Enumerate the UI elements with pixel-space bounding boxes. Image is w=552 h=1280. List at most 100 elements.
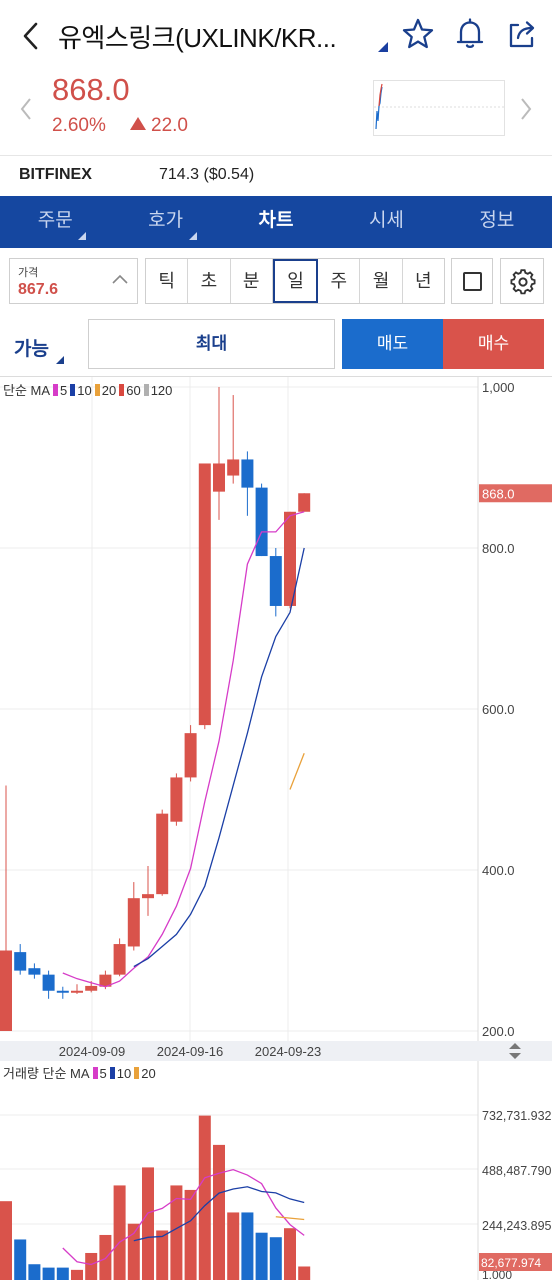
tab-bar: 주문 호가 차트 시세 정보 [0,196,552,248]
volume-bar [127,1223,140,1280]
page-title[interactable]: 유엑스링크(UXLINK/KR... [58,23,337,53]
legend-swatch [94,384,100,396]
volume-bar [198,1115,211,1280]
ma-legend: 단순 MA 5 10 20 60 120 [3,380,172,399]
volume-bar [28,1264,41,1280]
candle-body [170,777,183,822]
candle-body [213,463,225,492]
price-value: 867.6 [18,281,59,298]
x-tick-label: 2024-09-23 [255,1044,322,1059]
candle-body [284,511,296,606]
available-selector[interactable]: 가능 [14,339,49,360]
volume-bar [71,1269,83,1280]
tab-caret-icon [78,232,87,240]
legend-item: 10 [77,383,92,398]
volume-bar [284,1228,296,1280]
candle-body [269,556,282,606]
checkbox-square-icon [463,272,482,291]
candle-body [184,733,197,778]
volume-bar [213,1144,225,1280]
period-month[interactable]: 월 [360,259,403,303]
tab-order[interactable]: 주문 [0,196,110,248]
checkbox-button[interactable] [451,258,493,304]
change-value: 22.0 [151,115,188,136]
chevron-up-icon [112,274,128,284]
volume-bar [255,1232,268,1280]
current-price-tag [479,484,552,503]
exchange-price: 714.3 ($0.54) [159,166,255,183]
candle-body [14,952,27,971]
volume-bar [0,1201,12,1280]
legend-item: 20 [101,383,117,398]
header: 유엑스링크(UXLINK/KR... [0,0,552,72]
volume-bar [142,1167,154,1280]
mini-chart[interactable] [373,80,505,136]
candle-body [56,990,69,993]
candle-body [198,463,211,726]
legend-label: 단순 MA [3,383,51,398]
title-dropdown-caret-icon[interactable] [378,42,388,52]
price-selector[interactable]: 가격 867.6 [9,258,138,304]
y-tick-label: 1,000 [482,380,515,395]
vol-ma5-line [62,1168,305,1266]
buy-button[interactable]: 매수 [443,319,544,369]
available-caret-icon [56,356,64,364]
period-day[interactable]: 일 [272,259,319,303]
exchange-name: BITFINEX [19,166,92,183]
tab-chart[interactable]: 차트 [258,210,294,231]
volume-bar [99,1234,112,1280]
next-coin-chevron-icon[interactable] [518,96,534,122]
settings-button[interactable] [500,258,544,304]
candle-body [241,459,254,488]
triangle-up-icon [130,117,146,130]
y-tick-label: 600.0 [482,702,515,717]
legend-item: 20 [141,1066,156,1081]
ma5-line [62,511,305,988]
period-minute[interactable]: 분 [231,259,273,303]
volume-bar [184,1189,197,1280]
legend-swatch [109,1067,115,1079]
vol-ma10-line [133,1186,305,1242]
legend-swatch [134,1067,140,1079]
tab-info[interactable]: 정보 [479,210,515,231]
current-volume-tag [479,1253,552,1271]
legend-swatch [70,384,76,396]
gear-icon [510,269,536,295]
candle-body [255,487,268,557]
legend-item: 120 [150,383,173,398]
legend-swatch [143,384,149,396]
vol-ma20-line [275,1216,305,1221]
volume-bar [14,1239,27,1280]
vol-y-tick-label: 488,487.790 [482,1164,552,1178]
tab-orderbook[interactable]: 호가 [110,196,220,248]
legend-swatch [53,384,59,396]
period-tick[interactable]: 틱 [146,259,189,303]
mini-chart-graphic [374,83,504,130]
candle-body [156,813,169,895]
volume-bar [170,1185,183,1280]
candle-body [113,944,126,975]
resize-handle-icon [509,1043,521,1059]
volume-bar [241,1212,254,1280]
back-icon[interactable] [18,20,46,52]
candle-body [99,974,112,987]
period-second[interactable]: 초 [188,259,231,303]
tab-market[interactable]: 시세 [368,210,404,231]
volume-bar [227,1212,240,1280]
star-icon[interactable] [400,16,436,52]
price-chart[interactable]: 1,000 800.0 600.0 400.0 200.0 2024-09-09 2024-… [0,377,552,1280]
period-year[interactable]: 년 [415,271,432,291]
legend-item: 5 [60,383,68,398]
bell-icon[interactable] [452,16,488,52]
price-label: 가격 [18,267,39,279]
candle-body [71,990,83,993]
ma10-line [133,547,305,968]
max-button[interactable]: 최대 [88,319,335,369]
prev-coin-chevron-icon[interactable] [18,96,34,122]
chart-canvas[interactable]: 1,000 800.0 600.0 400.0 200.0 2024-09-09 2024-… [0,377,552,1280]
period-week[interactable]: 주 [318,259,361,303]
sell-button[interactable]: 매도 [342,319,443,369]
ma20-line [289,753,305,790]
y-tick-label: 200.0 [482,1024,515,1039]
share-icon[interactable] [504,16,540,52]
